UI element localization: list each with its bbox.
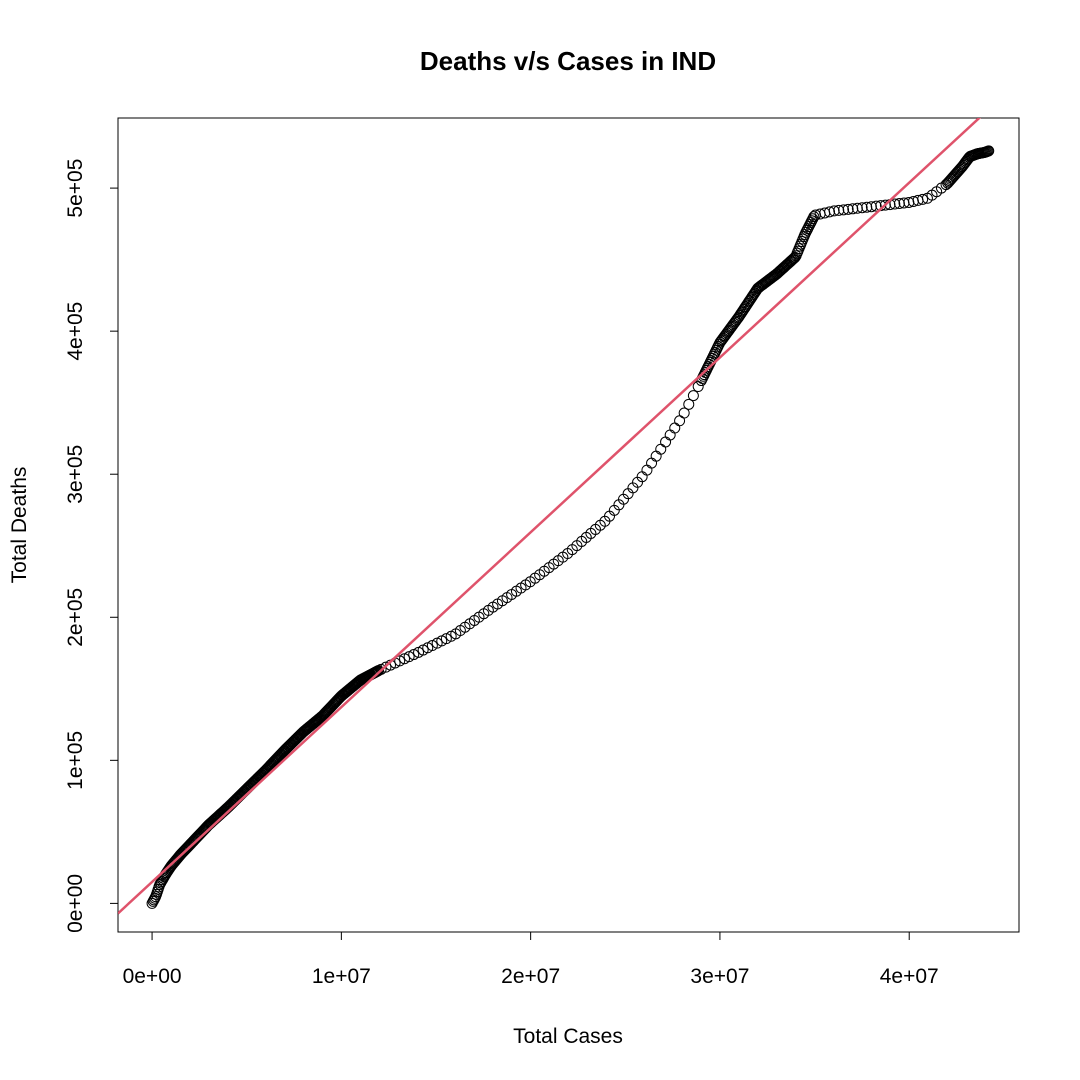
regression-line-group bbox=[118, 118, 982, 915]
data-point bbox=[641, 464, 653, 476]
y-tick-label: 0e+00 bbox=[64, 874, 87, 933]
data-point bbox=[683, 398, 695, 410]
data-point bbox=[664, 429, 676, 441]
x-axis: 0e+00 1e+07 2e+07 3e+07 4e+07 bbox=[123, 931, 939, 988]
plot-frame bbox=[117, 117, 1020, 933]
x-tick-label: 0e+00 bbox=[123, 965, 182, 988]
data-point bbox=[856, 202, 868, 214]
data-point bbox=[394, 655, 406, 667]
chart-title: Deaths v/s Cases in IND bbox=[420, 46, 716, 76]
data-point bbox=[889, 198, 901, 210]
data-point bbox=[655, 443, 667, 455]
data-point bbox=[669, 422, 681, 434]
x-tick-label: 2e+07 bbox=[501, 965, 560, 988]
y-axis: 0e+00 1e+05 2e+05 3e+05 4e+05 5e+05 bbox=[64, 159, 119, 933]
data-point bbox=[787, 253, 799, 265]
y-tick-label: 1e+05 bbox=[64, 731, 87, 790]
data-point bbox=[375, 663, 387, 675]
data-point bbox=[917, 193, 929, 205]
data-point bbox=[646, 457, 658, 469]
data-point bbox=[870, 200, 882, 212]
data-point bbox=[687, 390, 699, 402]
data-point bbox=[808, 211, 820, 223]
y-axis-label: Total Deaths bbox=[8, 467, 31, 584]
x-tick-label: 3e+07 bbox=[690, 965, 749, 988]
regression-line bbox=[118, 118, 982, 915]
y-tick-label: 5e+05 bbox=[64, 159, 87, 218]
data-point bbox=[838, 204, 850, 216]
y-tick-label: 3e+05 bbox=[64, 445, 87, 504]
y-tick-label: 2e+05 bbox=[64, 588, 87, 647]
y-tick-label: 4e+05 bbox=[64, 302, 87, 361]
data-point bbox=[842, 203, 854, 215]
data-point bbox=[650, 450, 662, 462]
data-point bbox=[660, 436, 672, 448]
data-point bbox=[678, 407, 690, 419]
data-point bbox=[674, 415, 686, 427]
x-tick-label: 4e+07 bbox=[880, 965, 939, 988]
scatter-points bbox=[146, 145, 995, 909]
data-point bbox=[408, 649, 420, 661]
data-point bbox=[824, 206, 836, 218]
x-axis-label: Total Cases bbox=[513, 1025, 623, 1048]
x-tick-label: 1e+07 bbox=[312, 965, 371, 988]
data-point bbox=[983, 145, 995, 157]
